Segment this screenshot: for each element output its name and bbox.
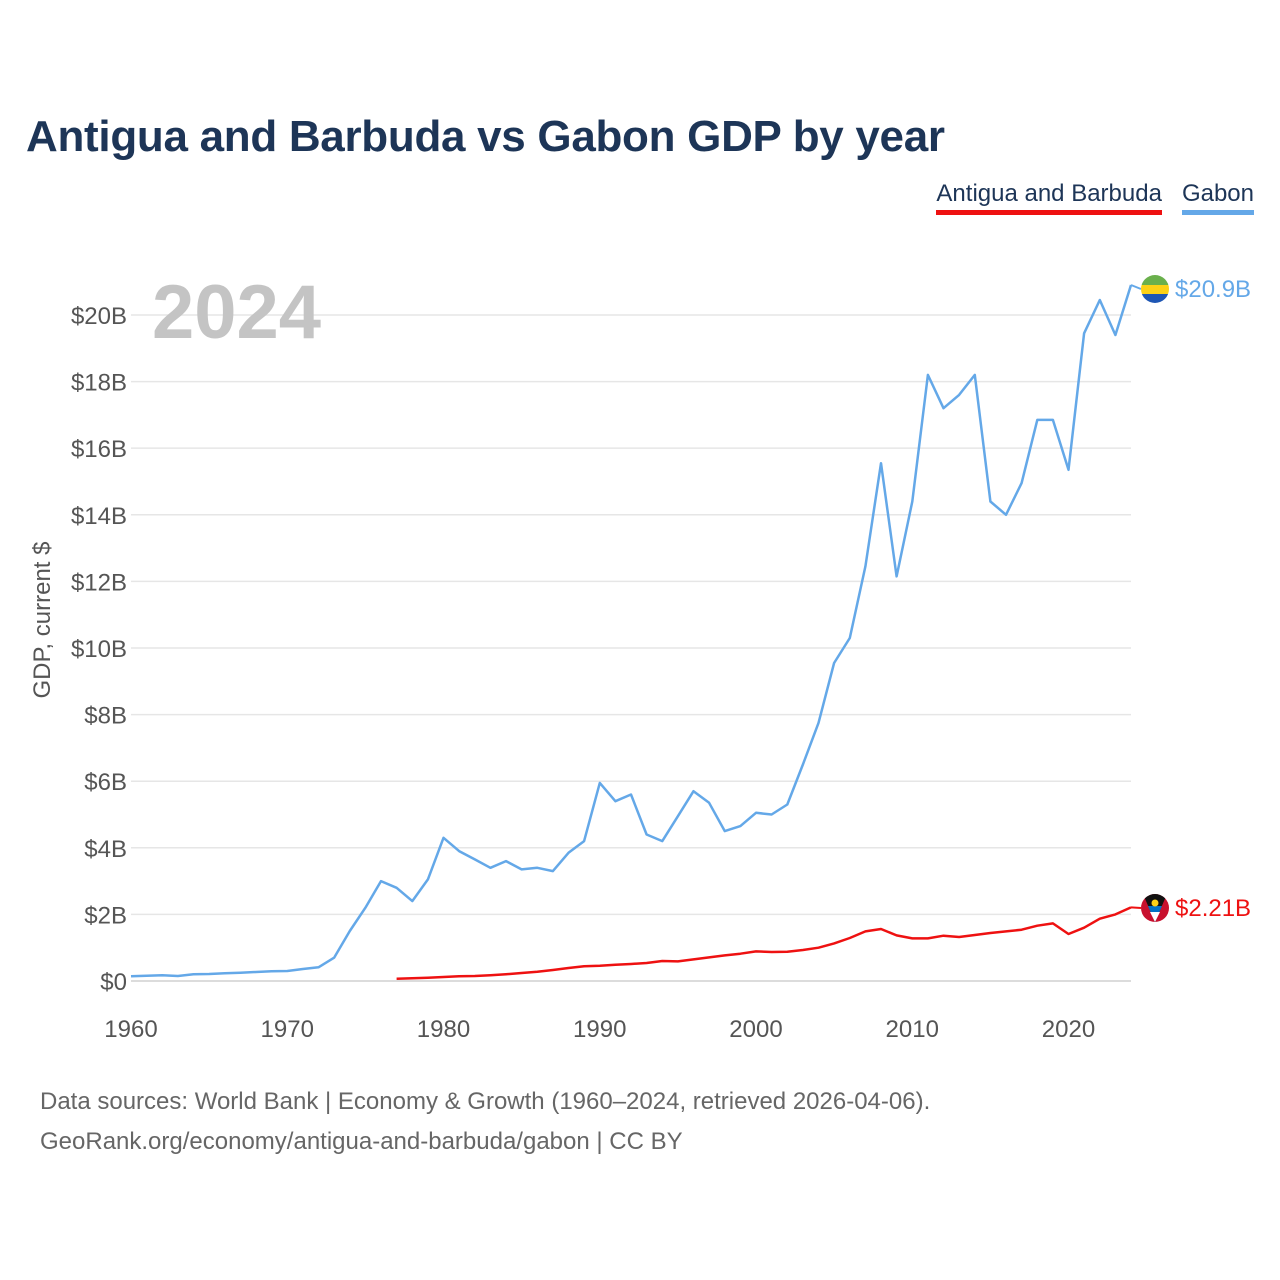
source-line-1: Data sources: World Bank | Economy & Gro… [40, 1088, 931, 1115]
x-tick-label: 1990 [573, 1016, 626, 1043]
x-tick-label: 1970 [261, 1016, 314, 1043]
y-axis-label: GDP, current $ [29, 542, 56, 699]
series-line-antigua-and-barbuda [396, 906, 1132, 980]
x-tick-label: 1980 [417, 1016, 470, 1043]
y-axis-ticks: $0 $2B $4B $6B $8B $10B $12B $14B $16B $18B $20B [71, 303, 127, 996]
legend-item-antigua-and-barbuda[interactable]: Antigua and Barbuda [936, 180, 1162, 215]
y-tick-label: $6B [84, 769, 127, 796]
y-tick-label: $12B [71, 569, 127, 596]
end-label-connector [1130, 284, 1142, 290]
x-tick-label: 1960 [104, 1016, 157, 1043]
antigua-and-barbuda-flag-icon [1141, 894, 1169, 922]
x-tick-label: 2020 [1042, 1016, 1095, 1043]
y-tick-label: $18B [71, 370, 127, 397]
series-line-gabon [130, 284, 1133, 978]
gabon-flag-icon [1141, 275, 1169, 303]
y-tick-label: $0 [100, 969, 127, 996]
y-tick-label: $20B [71, 303, 127, 330]
y-tick-label: $10B [71, 636, 127, 663]
end-label-connector [1130, 906, 1142, 909]
x-tick-label: 2000 [729, 1016, 782, 1043]
chart-title: Antigua and Barbuda vs Gabon GDP by year [26, 112, 945, 161]
legend: Antigua and Barbuda Gabon [936, 180, 1254, 215]
x-tick-label: 2010 [886, 1016, 939, 1043]
y-tick-label: $16B [71, 436, 127, 463]
end-value-label: $20.9B [1175, 276, 1251, 303]
end-value-label: $2.21B [1175, 895, 1251, 922]
x-axis-ticks: 1960 1970 1980 1990 2000 2010 2020 [104, 1016, 1095, 1043]
legend-item-gabon[interactable]: Gabon [1181, 180, 1254, 215]
data-source-note: Data sources: World Bank | Economy & Gro… [40, 1082, 930, 1162]
year-watermark: 2024 [152, 270, 321, 355]
y-tick-label: $4B [84, 836, 127, 863]
y-tick-label: $14B [71, 503, 127, 530]
grid-lines [131, 314, 1131, 982]
y-tick-label: $8B [84, 703, 127, 730]
source-line-2[interactable]: GeoRank.org/economy/antigua-and-barbuda/… [40, 1128, 683, 1155]
y-tick-label: $2B [84, 902, 127, 929]
